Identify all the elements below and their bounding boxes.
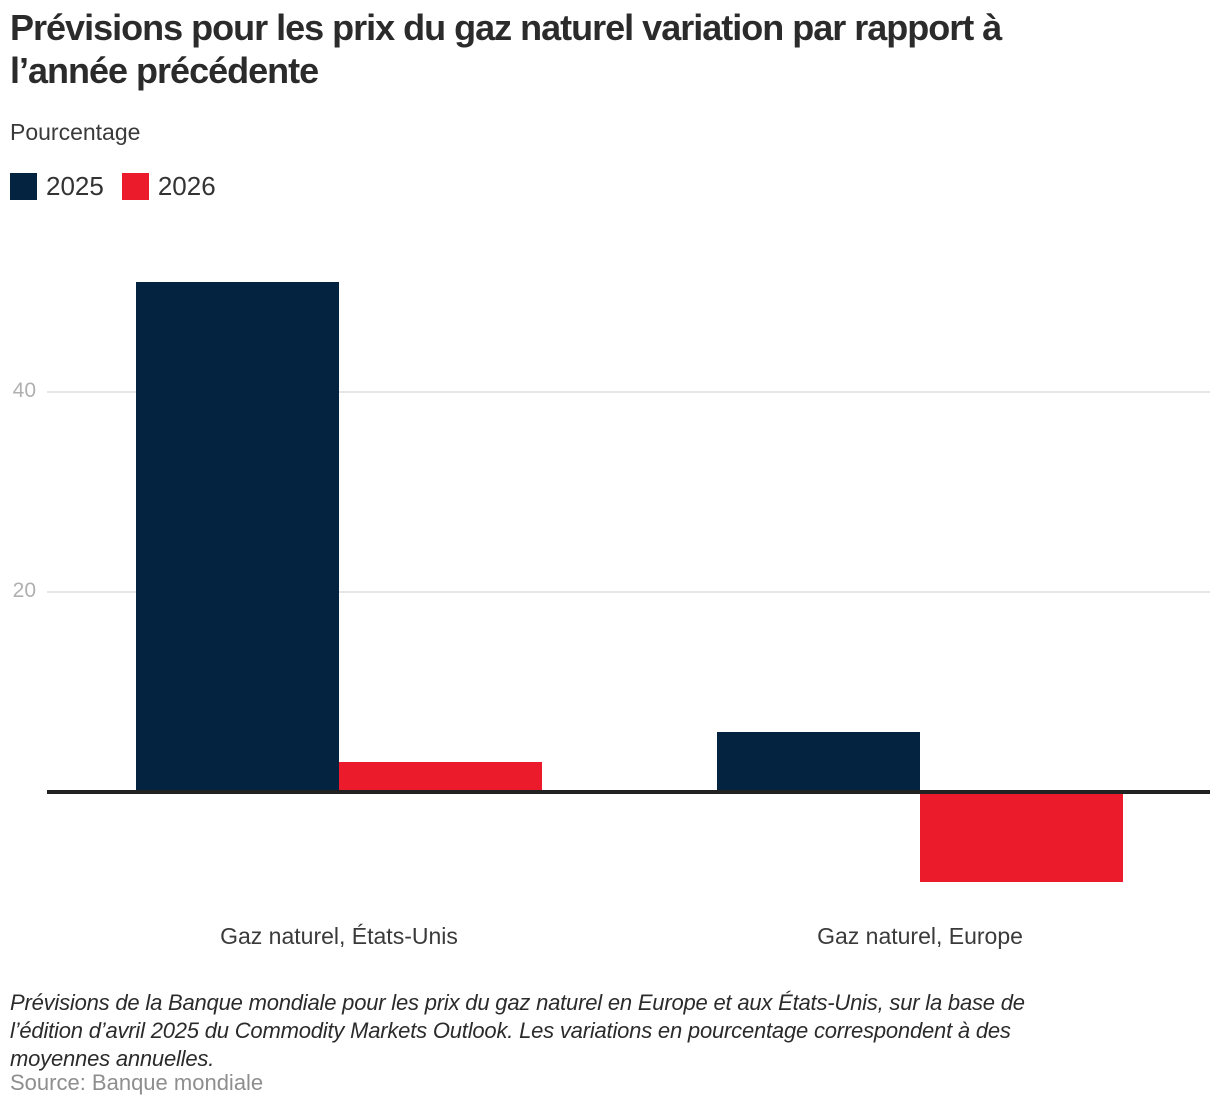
chart-title-line: l’année précédente: [10, 50, 319, 91]
chart-title-line: Prévisions pour les prix du gaz naturel …: [10, 7, 1002, 48]
bar-europe-2026: [920, 792, 1123, 882]
legend-label: 2026: [157, 171, 216, 201]
bar-us-2025: [136, 282, 339, 794]
chart-title: Prévisions pour les prix du gaz naturel …: [10, 6, 1215, 92]
legend: 2025 2026: [10, 173, 216, 200]
category-label-europe: Gaz naturel, Europe: [817, 923, 1023, 949]
legend-item-2026: 2026: [121, 171, 216, 201]
y-tick-label-20: 20: [12, 579, 36, 602]
footnote-line: Prévisions de la Banque mondiale pour le…: [10, 990, 1025, 1015]
footnote: Prévisions de la Banque mondiale pour le…: [10, 989, 1025, 1073]
footnote-line: moyennes annuelles.: [10, 1046, 215, 1071]
source-label: Source: Banque mondiale: [10, 1070, 264, 1095]
gridline-20: [47, 591, 1210, 593]
x-axis-line: [47, 790, 1210, 794]
bar-europe-2025: [717, 732, 920, 794]
gridline-40: [47, 391, 1210, 393]
footnote-line: l’édition d’avril 2025 du Commodity Mark…: [10, 1018, 1011, 1043]
legend-label: 2025: [46, 171, 104, 201]
legend-swatch-2026: [121, 173, 149, 200]
legend-item-2025: 2025: [10, 173, 104, 200]
bar-us-2026: [339, 762, 542, 794]
units-label: Pourcentage: [10, 119, 141, 145]
category-label-us: Gaz naturel, États-Unis: [220, 923, 458, 949]
legend-swatch-2025: [10, 173, 37, 200]
y-tick-label-40: 40: [12, 379, 36, 402]
